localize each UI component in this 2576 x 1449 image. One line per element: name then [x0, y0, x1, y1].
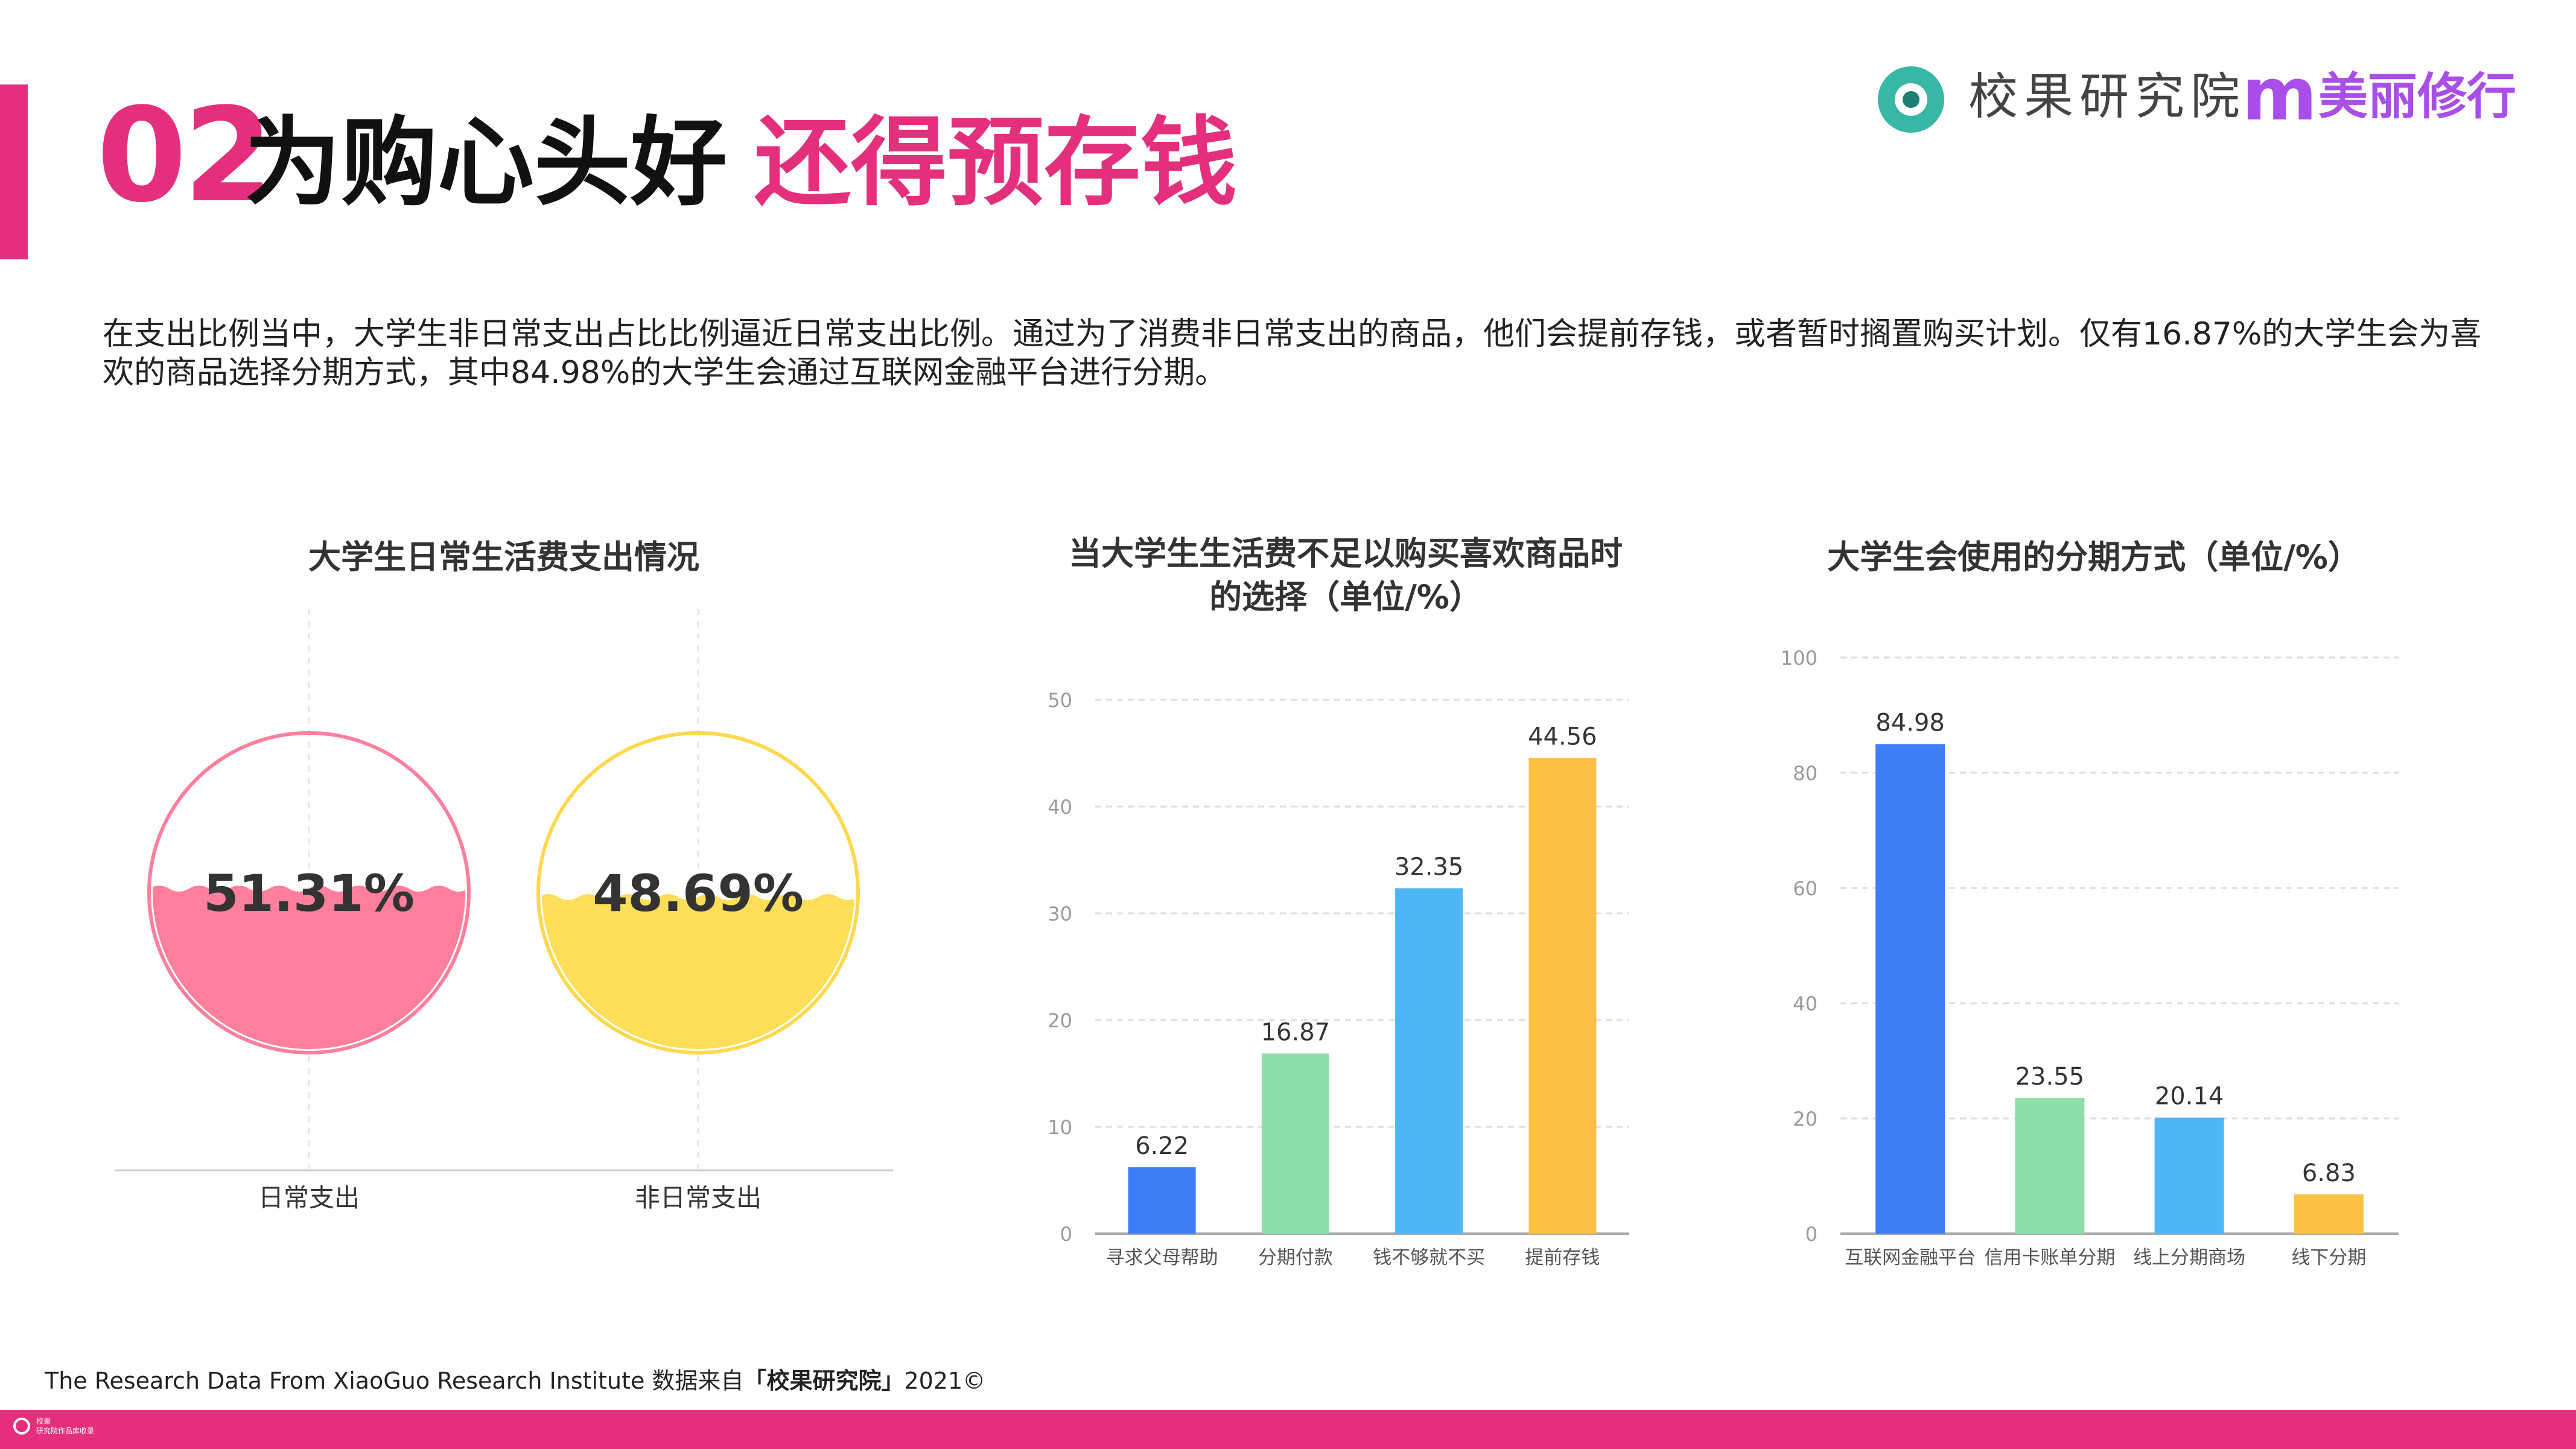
- chart3-ytick-2: 40: [1793, 992, 1818, 1015]
- chart3-value-label-1: 23.55: [2015, 1063, 2085, 1091]
- chart3-value-label-3: 6.83: [2302, 1159, 2356, 1187]
- chart3-bar-1: [2015, 1098, 2085, 1234]
- chart3-ytick-3: 60: [1793, 877, 1818, 900]
- chart3-category-label-0: 互联网金融平台: [1845, 1247, 1976, 1269]
- chart1-category-label-0: 日常支出: [258, 1183, 360, 1213]
- chart2-ytick-2: 20: [1048, 1009, 1072, 1032]
- chart2-title-line2: 的选择（单位/%）: [1209, 578, 1482, 616]
- chart1-circle-0: [147, 731, 471, 1054]
- chart3-category-label-2: 线上分期商场: [2133, 1247, 2245, 1269]
- chart2-ytick-0: 0: [1060, 1223, 1072, 1246]
- chart2-bar-0: [1128, 1167, 1196, 1234]
- chart3-value-label-0: 84.98: [1875, 709, 1945, 737]
- chart2-svg: 0 10 20 30 40 50 6.22 寻求父母帮助 16.87 分期付款 32.35 钱不够就不…: [1048, 689, 1629, 1269]
- footer-small-line1: 校果: [36, 1417, 51, 1425]
- section-number: 02: [97, 80, 273, 231]
- chart1-liquid-1: [542, 893, 854, 1049]
- chart3-bar-0: [1875, 744, 1945, 1234]
- chart3-ytick-0: 0: [1805, 1223, 1818, 1246]
- footer-small-line2: 研究院作品库收录: [36, 1427, 95, 1435]
- xiaoguo-logo-text: 校果研究院: [1968, 68, 2247, 125]
- footer-source-bold: 「校果研究院」: [743, 1368, 905, 1394]
- footer-source: The Research Data From XiaoGuo Research …: [45, 1362, 985, 1395]
- chart2-bar-2: [1395, 888, 1463, 1234]
- left-accent-bar: [0, 84, 28, 259]
- chart3-category-label-1: 信用卡账单分期: [1984, 1247, 2115, 1269]
- chart1-circle-1: [536, 731, 860, 1054]
- chart2-value-label-2: 32.35: [1395, 853, 1464, 881]
- chart3-ytick-4: 80: [1793, 762, 1818, 785]
- chart2-category-label-2: 钱不够就不买: [1373, 1247, 1485, 1269]
- footer-logo-icon: [13, 1418, 30, 1435]
- xiaoguo-logo-dot: [1903, 91, 1919, 108]
- chart2-title-line1: 当大学生生活费不足以购买喜欢商品时: [1069, 534, 1623, 572]
- chart2-bar-1: [1261, 1053, 1329, 1234]
- chart3-bar-2: [2154, 1117, 2224, 1234]
- meili-logo-text: 美丽修行: [2318, 68, 2517, 125]
- chart2-value-label-1: 16.87: [1261, 1018, 1331, 1046]
- chart3-value-label-2: 20.14: [2155, 1083, 2224, 1111]
- chart2-title: 当大学生生活费不足以购买喜欢商品时 的选择（单位/%）: [984, 532, 1708, 619]
- chart2-value-label-0: 6.22: [1135, 1132, 1189, 1160]
- footer-source-post: 2021©: [904, 1368, 986, 1394]
- chart2-ytick-4: 40: [1048, 796, 1072, 819]
- chart3-title: 大学生会使用的分期方式（单位/%）: [1827, 538, 2361, 576]
- chart3-bar-3: [2294, 1194, 2364, 1234]
- chart3-ytick-1: 20: [1793, 1108, 1818, 1130]
- chart2-category-label-3: 提前存钱: [1525, 1247, 1600, 1269]
- chart2-ytick-3: 30: [1048, 902, 1072, 925]
- chart1-svg: 51.31% 日常支出 48.69% 非日常支出: [115, 609, 893, 1213]
- chart3-category-label-3: 线下分期: [2291, 1247, 2366, 1269]
- footer-bar: [0, 1410, 2576, 1449]
- chart2-ytick-1: 10: [1048, 1116, 1072, 1139]
- chart2-category-label-0: 寻求父母帮助: [1106, 1247, 1218, 1269]
- chart3-ytick-5: 100: [1781, 647, 1818, 670]
- meili-logo-icon: m: [2242, 53, 2318, 137]
- chart1-value-label-1: 48.69%: [593, 864, 804, 923]
- chart3-svg: 0 20 40 60 80 100 84.98 互联网金融平台 23.55 信用卡账单分期 20.1…: [1781, 647, 2399, 1269]
- chart1-liquid-0: [153, 886, 465, 1049]
- page-title: 为购心头好: [244, 106, 728, 219]
- chart2-category-label-1: 分期付款: [1258, 1247, 1333, 1269]
- chart1-value-label-0: 51.31%: [203, 864, 415, 923]
- page-title-accent: 还得预存钱: [754, 106, 1238, 219]
- description-text: 在支出比例当中，大学生非日常支出占比比例逼近日常支出比例。通过为了消费非日常支出…: [103, 316, 2482, 391]
- chart2-ytick-5: 50: [1048, 689, 1072, 712]
- chart2-bar-3: [1528, 758, 1597, 1234]
- chart2-value-label-3: 44.56: [1528, 723, 1597, 750]
- chart1-category-label-1: 非日常支出: [635, 1183, 762, 1213]
- chart1-title: 大学生日常生活费支出情况: [308, 538, 699, 576]
- footer-source-pre: The Research Data From XiaoGuo Research …: [45, 1368, 744, 1394]
- footer-small-text: 校果 研究院作品库收录: [36, 1416, 94, 1436]
